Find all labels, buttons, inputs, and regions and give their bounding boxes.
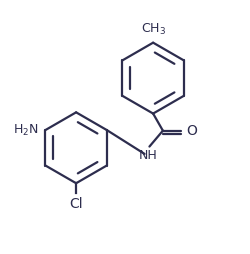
Text: Cl: Cl xyxy=(69,197,83,211)
Text: NH: NH xyxy=(139,149,158,162)
Text: H$_2$N: H$_2$N xyxy=(12,122,38,138)
Text: O: O xyxy=(186,124,198,138)
Text: CH$_3$: CH$_3$ xyxy=(140,21,166,37)
